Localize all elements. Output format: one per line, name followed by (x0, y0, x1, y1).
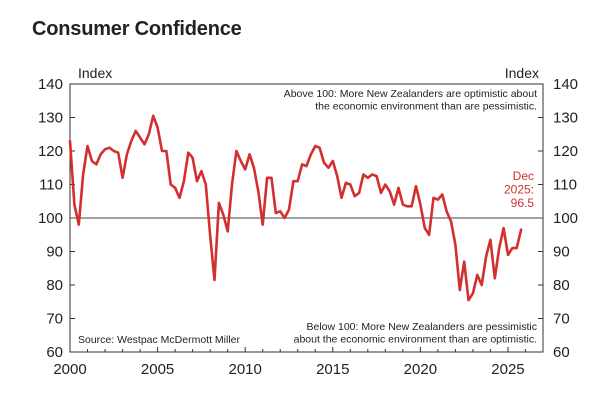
x-tick-label: 2020 (404, 361, 437, 378)
y-tick-label-right: 90 (553, 244, 570, 261)
annotation-above: the economic environment than are pessim… (315, 101, 537, 113)
y-tick-label-right: 110 (553, 177, 577, 194)
source-note: Source: Westpac McDermott Miller (78, 334, 241, 346)
x-tick-label: 2005 (141, 361, 174, 378)
y-tick-label-left: 120 (38, 143, 63, 160)
latest-value-label: Dec (513, 169, 534, 183)
y-tick-label-right: 140 (553, 76, 578, 93)
y-axis-label-right: Index (505, 65, 539, 81)
y-tick-label-right: 120 (553, 143, 578, 160)
y-tick-label-left: 140 (38, 76, 63, 93)
labels-layer: 60 60 70 70 80 80 90 90 100 100 110 110 120 120 130 130… (38, 65, 578, 378)
axes-layer (69, 83, 544, 353)
annotation-below: Below 100: More New Zealanders are pessi… (306, 321, 537, 333)
x-tick-label: 2000 (53, 361, 86, 378)
y-tick-label-left: 80 (46, 277, 63, 294)
y-tick-label-right: 60 (553, 344, 570, 361)
y-tick-label-left: 60 (46, 344, 63, 361)
y-tick-label-right: 70 (553, 311, 570, 328)
y-tick-label-left: 90 (46, 244, 63, 261)
y-tick-label-left: 100 (38, 210, 63, 227)
y-tick-label-right: 80 (553, 277, 570, 294)
x-tick-label: 2025 (491, 361, 524, 378)
y-tick-label-left: 110 (39, 177, 63, 194)
y-tick-label-left: 70 (46, 311, 63, 328)
annotation-above: Above 100: More New Zealanders are optim… (284, 88, 537, 100)
x-tick-label: 2015 (316, 361, 349, 378)
plot-layer (68, 114, 523, 302)
y-axis-label-left: Index (78, 65, 112, 81)
series-line (68, 114, 523, 302)
y-tick-label-left: 130 (38, 110, 63, 127)
y-tick-label-right: 130 (553, 110, 578, 127)
chart-title: Consumer Confidence (32, 18, 242, 40)
latest-value-label: 96.5 (511, 196, 535, 210)
x-tick-label: 2010 (228, 361, 261, 378)
y-tick-label-right: 100 (553, 210, 578, 227)
latest-value-label: 2025: (504, 183, 534, 197)
annotation-below: about the economic environment than are … (294, 334, 537, 346)
